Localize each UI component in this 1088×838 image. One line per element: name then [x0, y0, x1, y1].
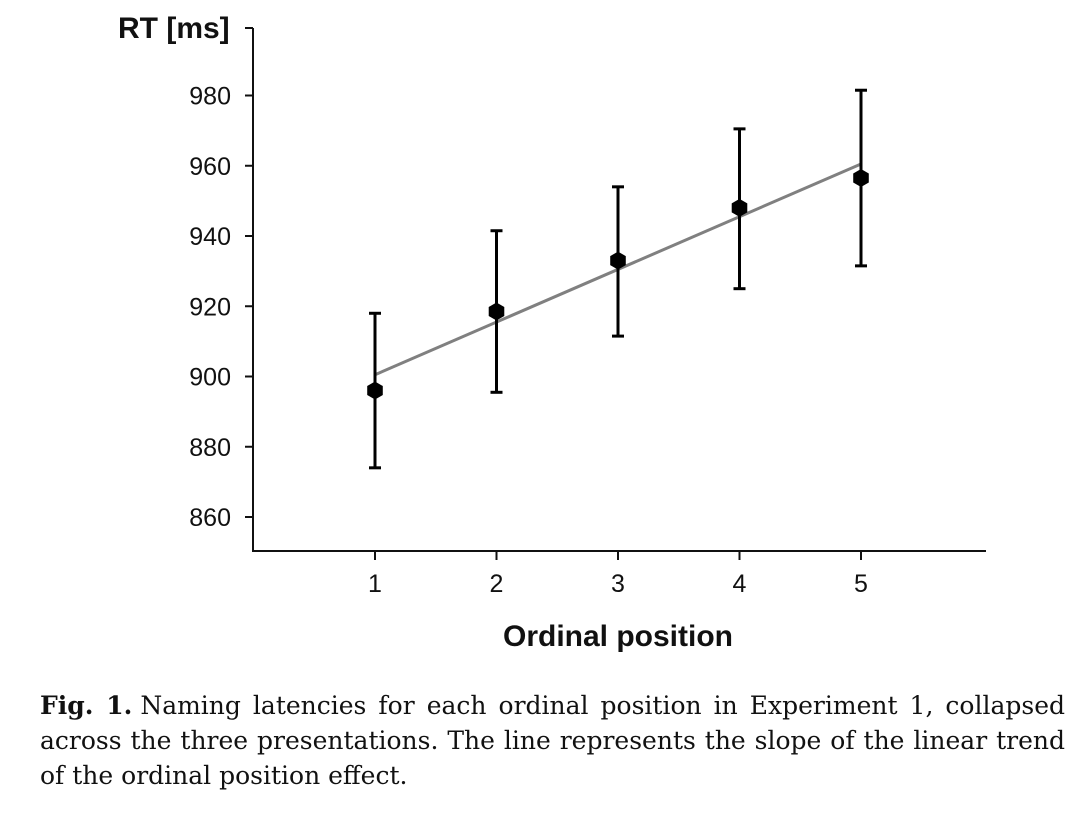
caption-label: Fig. 1. — [40, 691, 133, 720]
x-tick-label: 5 — [854, 570, 868, 598]
data-point — [367, 381, 383, 400]
y-axis-label: RT [ms] — [118, 12, 230, 45]
data-point — [731, 198, 748, 217]
x-axis-label: Ordinal position — [503, 620, 733, 653]
x-tick-label: 2 — [490, 570, 504, 598]
figure-caption: Fig. 1. Naming latencies for each ordinal… — [40, 688, 1065, 793]
chart: 860 880 900 920 940 960 980 1 2 3 4 5 RT [ms] Ordin… — [118, 12, 986, 653]
data-point — [853, 169, 869, 188]
ticks: 860 880 900 920 940 960 980 1 2 3 4 5 — [189, 83, 868, 599]
x-tick-label: 3 — [611, 570, 625, 598]
y-tick-label: 980 — [189, 83, 231, 111]
data-point — [610, 251, 626, 270]
caption-text: Naming latencies for each ordinal positi… — [40, 691, 1065, 790]
x-tick-label: 1 — [368, 570, 382, 598]
axes — [245, 27, 986, 552]
y-tick-label: 960 — [189, 153, 231, 181]
y-tick-label: 900 — [189, 364, 231, 392]
y-tick-label: 860 — [189, 504, 231, 532]
data-point — [488, 302, 505, 321]
error-bars — [369, 88, 867, 470]
y-tick-label: 880 — [189, 434, 231, 462]
y-tick-label: 940 — [189, 223, 231, 251]
data-points — [367, 169, 869, 400]
x-tick-label: 4 — [733, 570, 747, 598]
y-tick-label: 920 — [189, 293, 231, 321]
